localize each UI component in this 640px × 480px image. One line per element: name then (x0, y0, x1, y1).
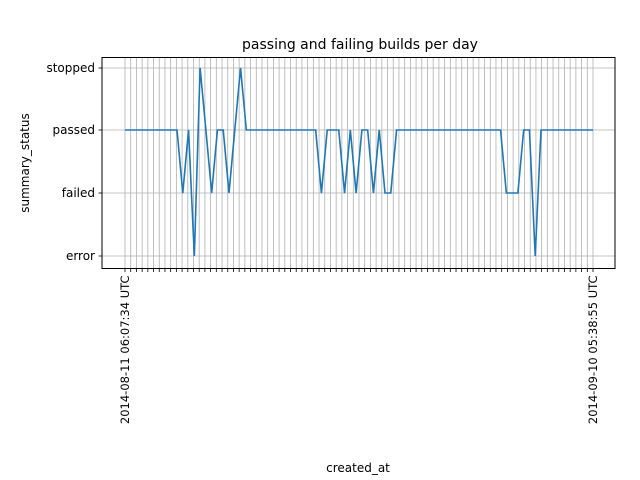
x-axis: 2014-08-11 06:07:34 UTC 2014-09-10 05:38:… (118, 268, 600, 425)
y-tick-label-error: error (66, 249, 95, 263)
y-tick-label-passed: passed (53, 123, 95, 137)
x-tick-label: 2014-09-10 05:38:55 UTC (586, 276, 600, 425)
x-axis-label: created_at (326, 461, 390, 475)
y-tick-label-failed: failed (62, 186, 95, 200)
series-line (125, 67, 593, 257)
grid-lines (102, 57, 615, 269)
chart-title: passing and failing builds per day (242, 37, 478, 53)
plot-frame (101, 57, 616, 269)
y-tick-label-stopped: stopped (46, 61, 95, 75)
y-axis: error failed passed stopped (46, 61, 102, 263)
y-axis-label: summary_status (18, 113, 32, 213)
x-tick-label: 2014-08-11 06:07:34 UTC (118, 276, 132, 425)
